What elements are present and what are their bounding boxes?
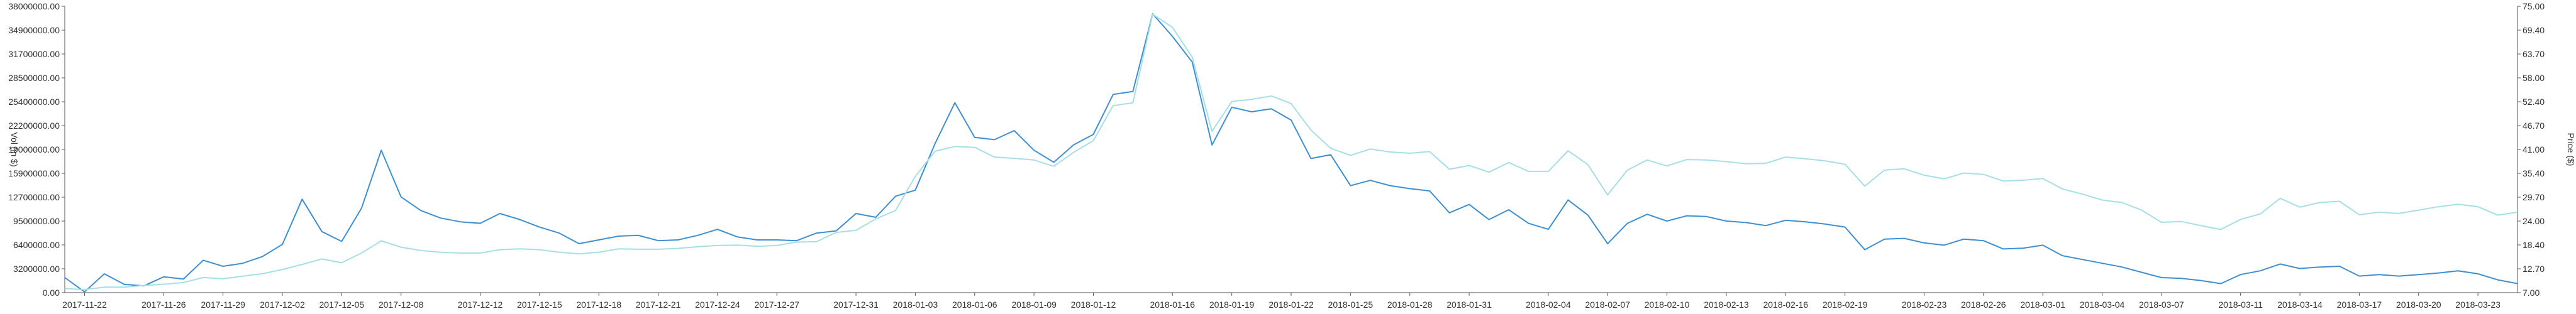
right-y-axis: 7.00 12.70 18.40 24.00 29.70 35.40 41.00 46.70 5…	[2517, 1, 2545, 298]
x-tick-label: 2017-12-02	[260, 300, 305, 310]
x-tick-label: 2017-12-21	[636, 300, 681, 310]
x-tick-label: 2017-12-18	[576, 300, 621, 310]
left-tick-label: 15900000.00	[8, 168, 60, 178]
x-tick-label: 2018-01-25	[1328, 300, 1374, 310]
x-tick-label: 2017-11-29	[201, 300, 245, 310]
left-tick-label: 22200000.00	[8, 121, 60, 131]
x-tick-label: 2018-03-23	[2455, 300, 2501, 310]
x-tick-label: 2018-01-09	[1011, 300, 1057, 310]
x-tick-label: 2017-12-05	[319, 300, 365, 310]
x-tick-label: 2018-03-20	[2396, 300, 2441, 310]
x-tick-label: 2017-11-26	[142, 300, 186, 310]
right-tick-label: 58.00	[2523, 73, 2545, 83]
series-layer	[64, 13, 2518, 293]
x-tick-label: 2018-02-26	[1961, 300, 2006, 310]
volume-series-line	[64, 13, 2518, 293]
x-tick-label: 2018-02-19	[1823, 300, 1868, 310]
x-tick-label: 2018-03-14	[2277, 300, 2323, 310]
x-tick-label: 2017-12-08	[379, 300, 424, 310]
x-tick-label: 2018-02-07	[1585, 300, 1630, 310]
x-tick-label: 2017-12-24	[695, 300, 740, 310]
right-tick-label: 63.70	[2523, 49, 2545, 59]
x-tick-label: 2018-03-17	[2337, 300, 2382, 310]
left-tick-label: 25400000.00	[8, 97, 60, 107]
left-axis-title: Vol (in $)	[9, 132, 19, 166]
x-tick-label: 2018-02-16	[1763, 300, 1808, 310]
x-tick-label: 2018-02-13	[1704, 300, 1749, 310]
x-tick-label: 2017-12-12	[458, 300, 503, 310]
left-tick-label: 38000000.00	[8, 1, 60, 11]
left-tick-label: 34900000.00	[8, 25, 60, 35]
right-axis-title: Price ($)	[2566, 133, 2576, 166]
left-tick-label: 6400000.00	[13, 240, 60, 250]
x-tick-label: 2018-03-04	[2080, 300, 2125, 310]
left-tick-label: 12700000.00	[8, 192, 60, 202]
x-tick-label: 2018-02-10	[1645, 300, 1690, 310]
x-tick-label: 2018-01-16	[1150, 300, 1195, 310]
right-tick-label: 46.70	[2523, 121, 2545, 131]
left-tick-label: 31700000.00	[8, 49, 60, 59]
x-tick-label: 2018-01-12	[1071, 300, 1116, 310]
right-tick-label: 75.00	[2523, 1, 2545, 11]
left-tick-label: 19000000.00	[8, 144, 60, 154]
right-tick-label: 29.70	[2523, 192, 2545, 202]
x-tick-label: 2017-12-15	[517, 300, 562, 310]
x-tick-label: 2017-11-22	[62, 300, 107, 310]
right-tick-label: 41.00	[2523, 144, 2545, 154]
x-tick-label: 2018-03-07	[2139, 300, 2184, 310]
x-axis: 2017-11-22 2017-11-26 2017-11-29 2017-12-02…	[62, 292, 2518, 310]
x-tick-label: 2018-01-22	[1269, 300, 1314, 310]
right-tick-label: 35.40	[2523, 168, 2545, 178]
left-tick-label: 3200000.00	[13, 264, 60, 274]
x-tick-label: 2017-12-27	[754, 300, 799, 310]
x-tick-label: 2018-01-19	[1209, 300, 1255, 310]
left-y-axis: 0.00 3200000.00 6400000.00 9500000.00 127000…	[8, 1, 65, 298]
right-tick-label: 52.40	[2523, 97, 2545, 107]
x-tick-label: 2018-01-06	[952, 300, 997, 310]
left-tick-label: 9500000.00	[13, 216, 60, 226]
x-tick-label: 2018-02-23	[1902, 300, 1947, 310]
x-tick-label: 2018-02-04	[1526, 300, 1571, 310]
left-tick-label: 28500000.00	[8, 73, 60, 83]
left-tick-label: 0.00	[43, 288, 60, 298]
right-tick-label: 24.00	[2523, 216, 2545, 226]
right-tick-label: 12.70	[2523, 264, 2545, 274]
x-tick-label: 2017-12-31	[833, 300, 879, 310]
right-tick-label: 18.40	[2523, 240, 2545, 250]
x-tick-label: 2018-01-28	[1387, 300, 1433, 310]
x-tick-label: 2018-03-11	[2218, 300, 2263, 310]
x-tick-label: 2018-03-01	[2020, 300, 2065, 310]
x-tick-label: 2018-01-31	[1446, 300, 1492, 310]
right-tick-label: 7.00	[2523, 288, 2540, 298]
price-series-line	[64, 13, 2518, 291]
right-tick-label: 69.40	[2523, 25, 2545, 35]
x-tick-label: 2018-01-03	[893, 300, 938, 310]
